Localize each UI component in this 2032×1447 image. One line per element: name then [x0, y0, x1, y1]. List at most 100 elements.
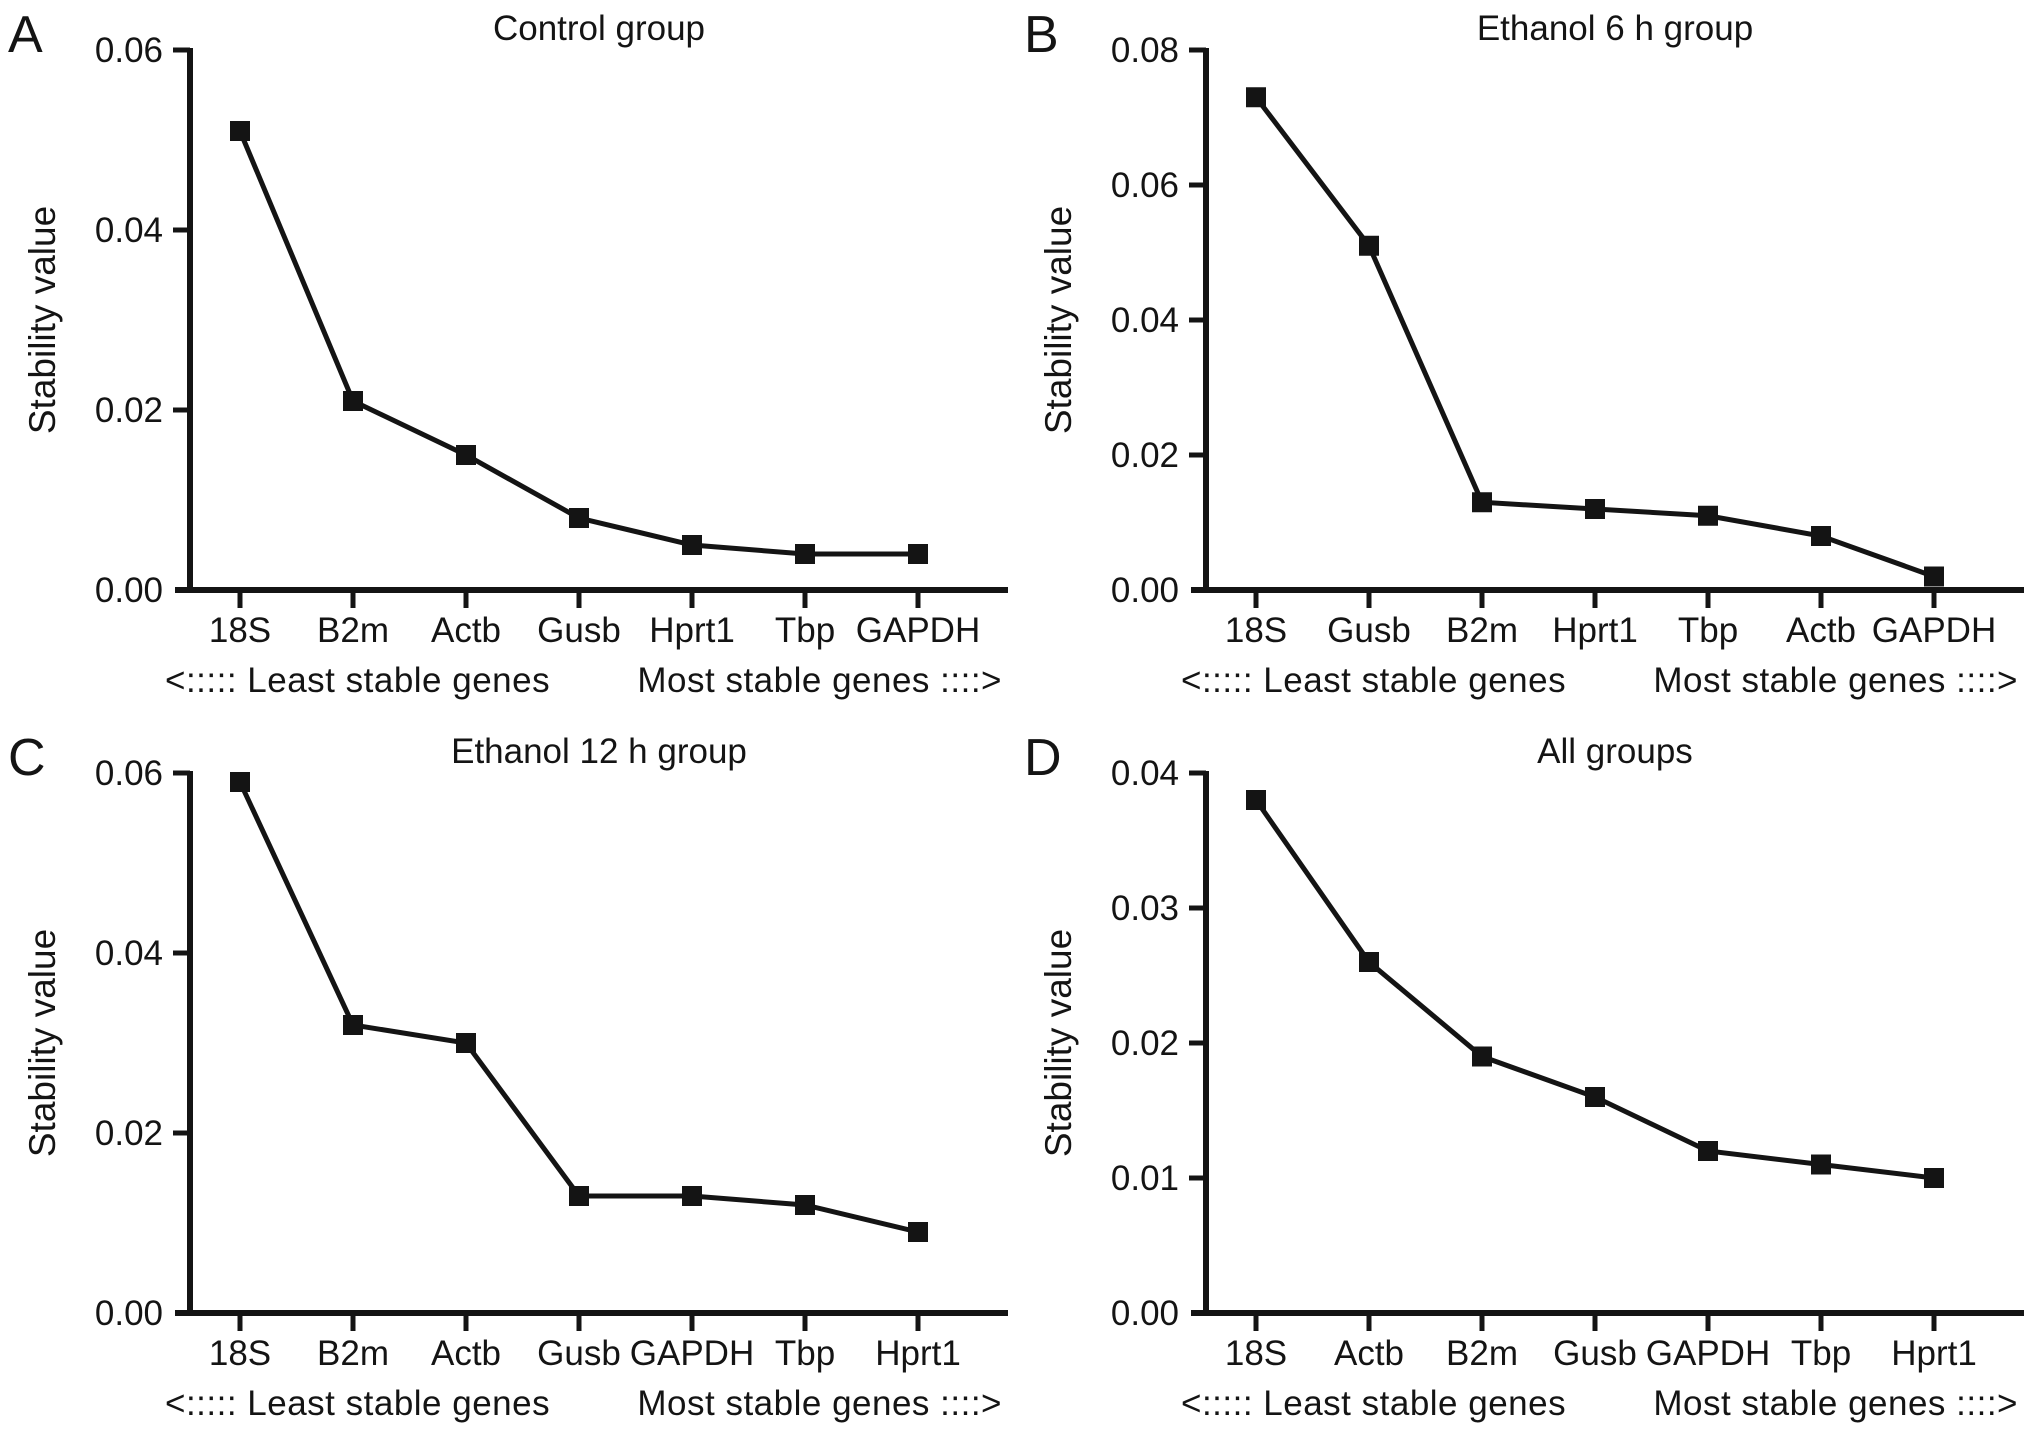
y-axis: 0.00 0.02 0.04 0.06	[95, 31, 193, 610]
x-category-label: B2m	[317, 611, 389, 650]
chart-panel: A Control group Stability value 0.00 0.02…	[0, 0, 1016, 723]
x-category-label: Hprt1	[875, 1334, 961, 1373]
y-tick-label: 0.01	[1111, 1159, 1179, 1198]
chart-svg: B Ethanol 6 h group Stability value 0.00…	[1024, 6, 2024, 700]
y-ticks	[1189, 770, 1206, 1181]
data-point-marker	[682, 535, 702, 555]
panel-title: Control group	[493, 9, 705, 48]
data-point-marker	[230, 772, 250, 792]
chart-svg: C Ethanol 12 h group Stability value 0.0…	[8, 729, 1008, 1423]
x-axis: 18S Actb B2m Gusb GAPDH Tbp Hprt1	[1191, 1310, 2024, 1373]
y-ticks	[173, 47, 190, 413]
footer-most-stable-annotation: Most stable genes ::::>	[1653, 1384, 2018, 1423]
x-ticks	[1253, 1316, 1937, 1331]
x-category-label: GAPDH	[1646, 1334, 1770, 1373]
data-line	[237, 130, 918, 557]
x-category-label: Gusb	[1327, 611, 1411, 650]
data-point-marker	[1698, 1141, 1718, 1161]
data-point-marker	[456, 445, 476, 465]
x-category-label: Actb	[1334, 1334, 1404, 1373]
data-point-marker	[682, 1186, 702, 1206]
x-category-label: B2m	[1446, 611, 1518, 650]
x-category-label: 18S	[209, 611, 271, 650]
x-category-label: Gusb	[537, 1334, 621, 1373]
data-point-marker	[795, 544, 815, 564]
x-category-label: 18S	[1225, 1334, 1287, 1373]
x-category-label: Actb	[1786, 611, 1856, 650]
y-tick-labels: 0.00 0.02 0.04 0.06 0.08	[1111, 31, 1179, 610]
data-point-marker	[795, 1195, 815, 1215]
x-category-label: 18S	[209, 1334, 271, 1373]
data-point-marker	[569, 1186, 589, 1206]
footer-least-stable-annotation: <::::: Least stable genes	[165, 1384, 550, 1423]
y-axis-label: Stability value	[1038, 206, 1079, 434]
x-category-label: Gusb	[537, 611, 621, 650]
x-ticks	[1253, 593, 1937, 608]
footer-most-stable-annotation: Most stable genes ::::>	[1653, 661, 2018, 700]
data-point-marker	[1246, 87, 1266, 108]
y-tick-label: 0.04	[95, 211, 163, 250]
data-point-markers	[230, 121, 928, 564]
data-point-marker	[1246, 790, 1266, 810]
x-axis: 18S B2m Actb Gusb GAPDH Tbp Hprt1	[175, 1310, 1008, 1373]
x-axis: 18S B2m Actb Gusb Hprt1 Tbp GAPDH	[175, 587, 1008, 650]
y-axis-label: Stability value	[22, 206, 63, 434]
data-line	[1253, 798, 1935, 1181]
data-point-markers	[1246, 790, 1944, 1188]
x-category-label: Hprt1	[649, 611, 735, 650]
x-category-labels: 18S Gusb B2m Hprt1 Tbp Actb GAPDH	[1225, 611, 1996, 650]
footer-least-stable-annotation: <::::: Least stable genes	[165, 661, 550, 700]
x-category-label: GAPDH	[856, 611, 980, 650]
y-tick-label: 0.04	[95, 934, 163, 973]
data-point-marker	[1811, 526, 1831, 546]
y-tick-labels: 0.00 0.01 0.02 0.03 0.04	[1111, 754, 1179, 1333]
footer-least-stable-annotation: <::::: Least stable genes	[1181, 1384, 1566, 1423]
data-point-marker	[456, 1033, 476, 1053]
x-category-label: Tbp	[1791, 1334, 1851, 1373]
x-category-label: GAPDH	[1872, 611, 1996, 650]
data-point-markers	[230, 772, 928, 1242]
chart-panel: B Ethanol 6 h group Stability value 0.00…	[1016, 0, 2032, 723]
y-tick-label: 0.02	[95, 391, 163, 430]
footer-least-stable-annotation: <::::: Least stable genes	[1181, 661, 1566, 700]
y-tick-label: 0.06	[1111, 166, 1179, 205]
y-tick-label: 0.04	[1111, 301, 1179, 340]
y-tick-label: 0.06	[95, 754, 163, 793]
y-tick-label: 0.00	[1111, 571, 1179, 610]
x-category-label: Tbp	[1678, 611, 1738, 650]
y-axis: 0.00 0.02 0.04 0.06 0.08	[1111, 31, 1209, 610]
y-tick-label: 0.03	[1111, 889, 1179, 928]
x-category-label: GAPDH	[630, 1334, 754, 1373]
y-axis: 0.00 0.01 0.02 0.03 0.04	[1111, 754, 1209, 1333]
data-point-marker	[1811, 1154, 1831, 1175]
x-axis: 18S Gusb B2m Hprt1 Tbp Actb GAPDH	[1191, 587, 2024, 650]
x-category-label: Tbp	[775, 1334, 835, 1373]
panel-title: Ethanol 12 h group	[451, 732, 747, 771]
x-ticks	[237, 593, 921, 608]
panel-title: Ethanol 6 h group	[1477, 9, 1753, 48]
x-category-label: 18S	[1225, 611, 1287, 650]
data-point-marker	[1585, 499, 1605, 519]
y-ticks	[1189, 47, 1206, 458]
data-point-marker	[1472, 1046, 1492, 1067]
panel-letter: D	[1024, 729, 1062, 787]
y-ticks	[173, 770, 190, 1136]
panel-title: All groups	[1537, 732, 1693, 771]
data-point-marker	[908, 1222, 928, 1242]
y-tick-label: 0.06	[95, 31, 163, 70]
y-tick-labels: 0.00 0.02 0.04 0.06	[95, 754, 163, 1333]
x-category-label: Tbp	[775, 611, 835, 650]
y-tick-label: 0.04	[1111, 754, 1179, 793]
x-category-label: Actb	[431, 611, 501, 650]
panel-letter: A	[8, 6, 43, 64]
x-category-label: Hprt1	[1891, 1334, 1977, 1373]
data-point-marker	[1359, 235, 1379, 256]
data-point-marker	[908, 544, 928, 564]
data-point-marker	[230, 121, 250, 141]
data-point-marker	[343, 1015, 363, 1035]
data-point-marker	[343, 391, 363, 411]
x-category-label: Hprt1	[1552, 611, 1638, 650]
footer-most-stable-annotation: Most stable genes ::::>	[637, 1384, 1002, 1423]
x-category-label: Gusb	[1553, 1334, 1637, 1373]
